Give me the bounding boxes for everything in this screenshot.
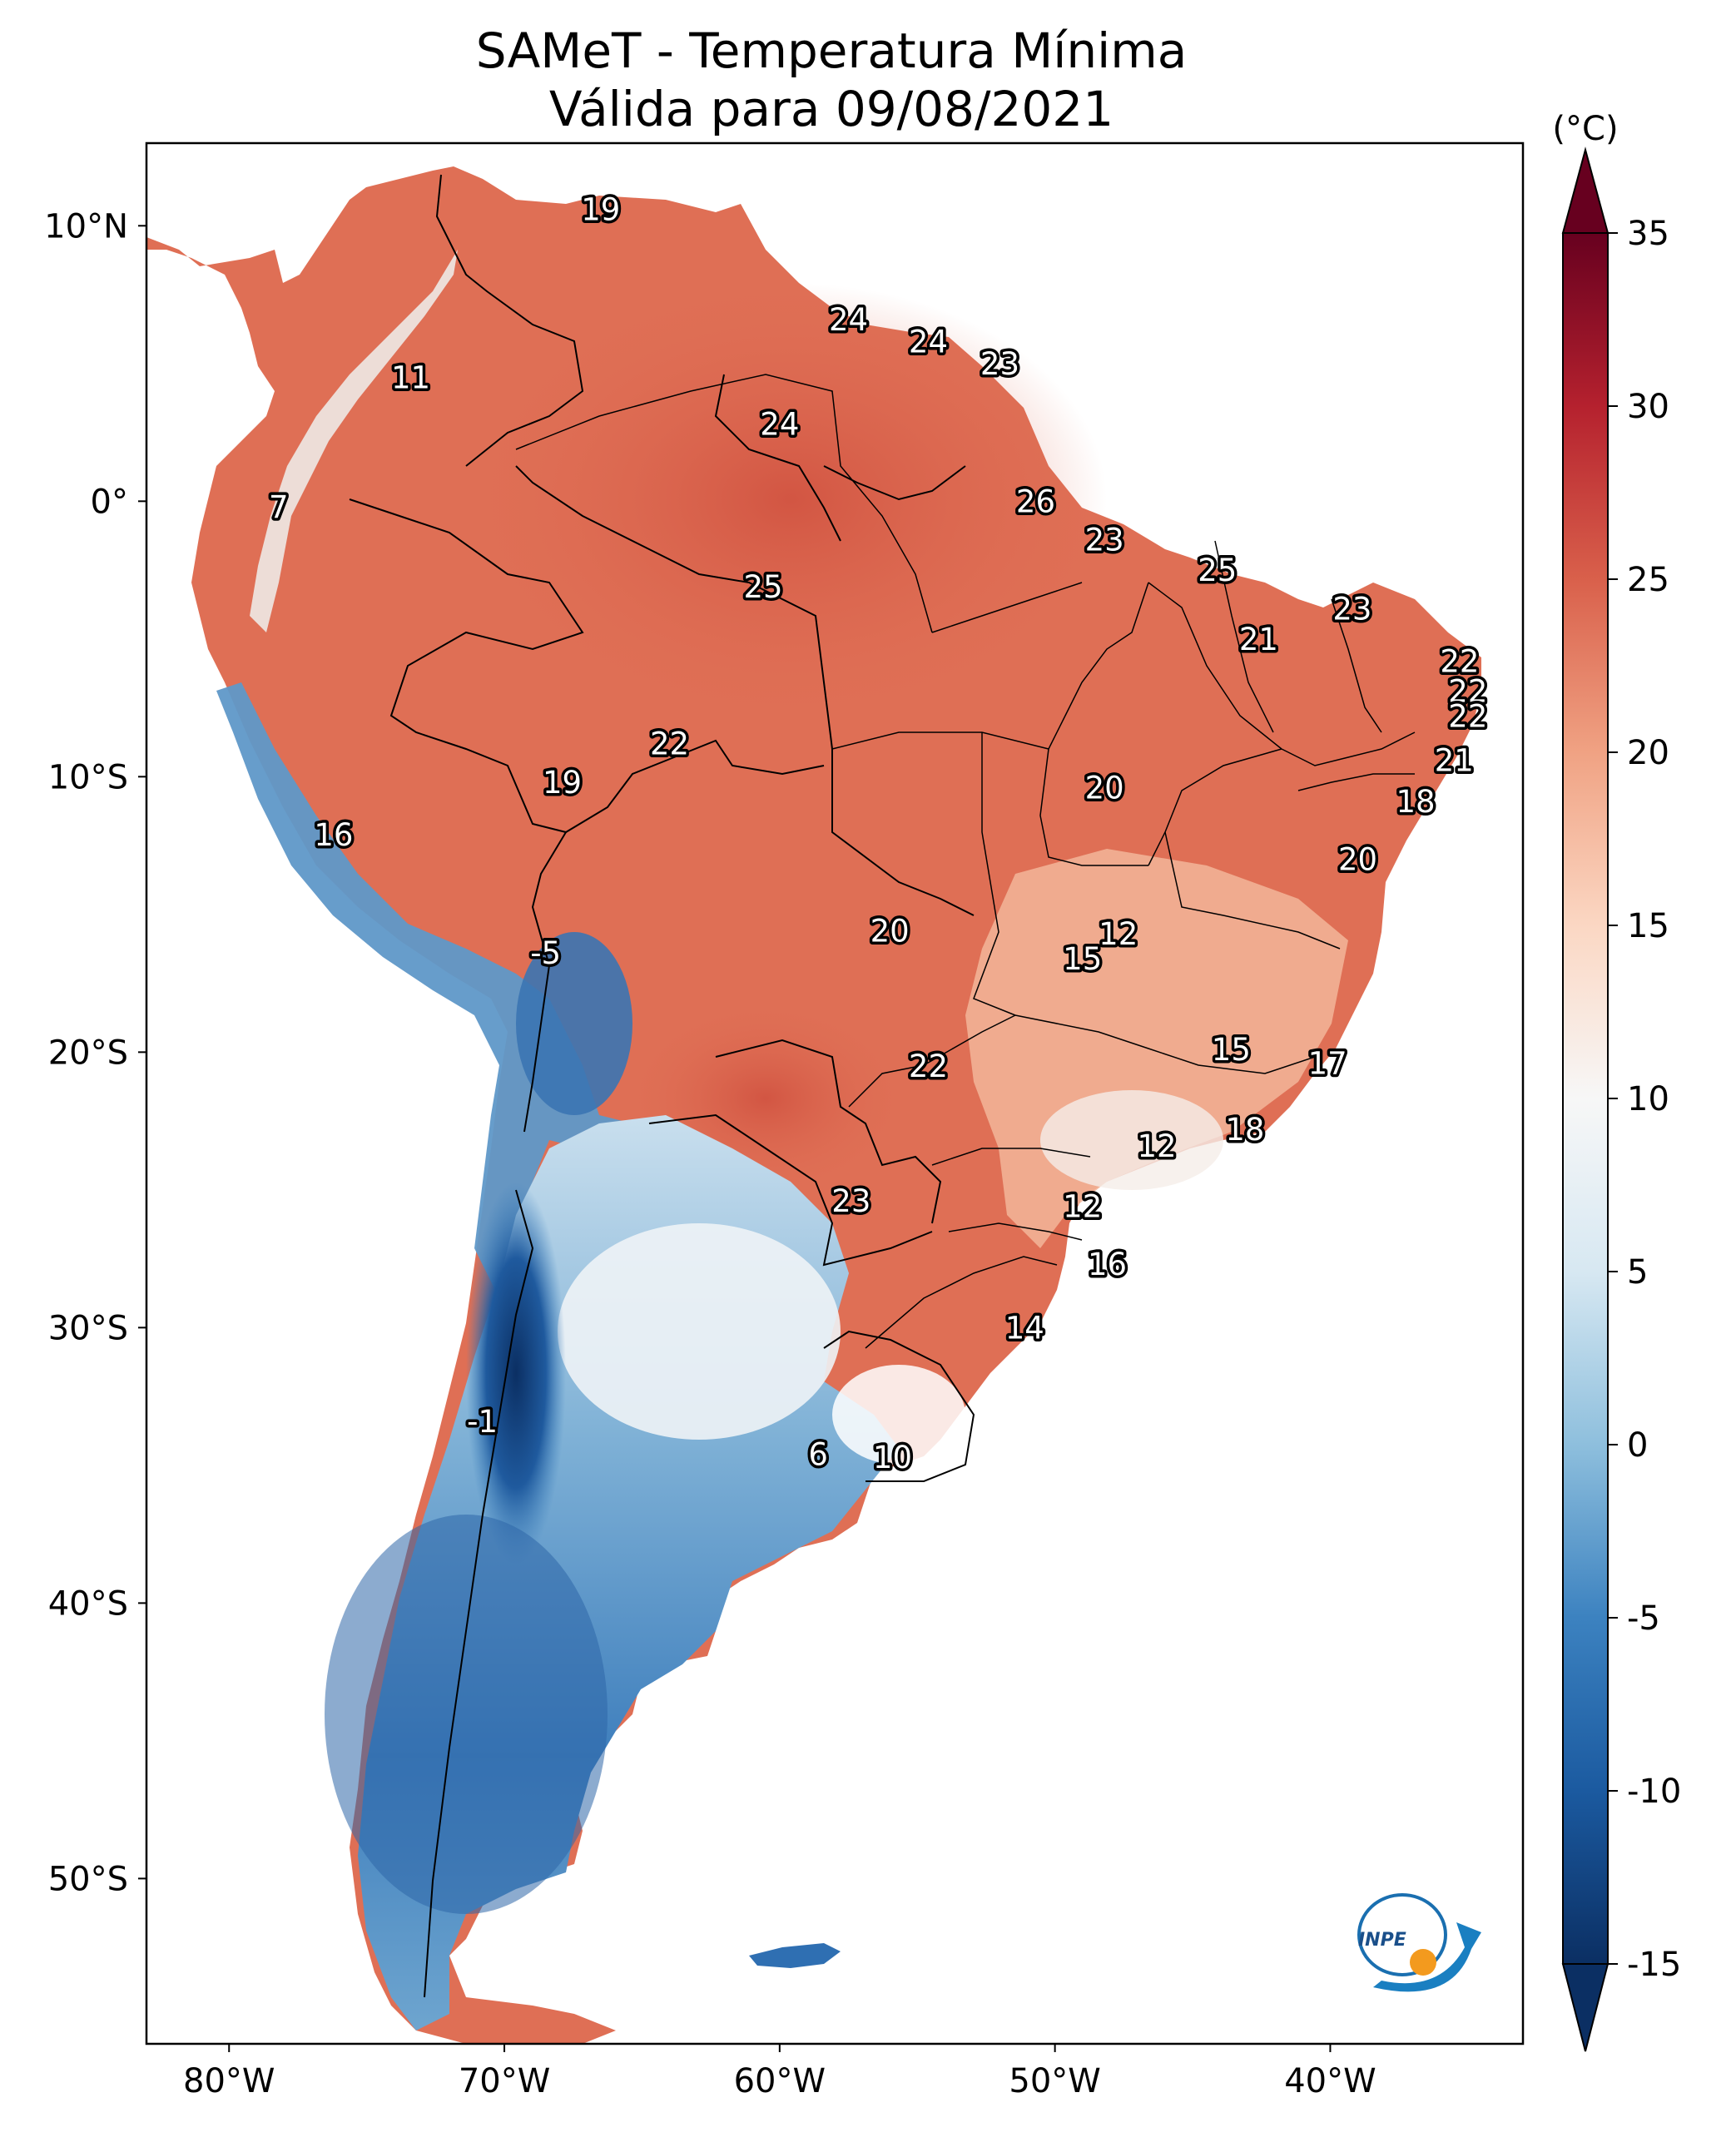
temperature-label: 23 xyxy=(980,346,1019,382)
colorbar-tick-label: 5 xyxy=(1627,1253,1648,1292)
central-andes-cold-band xyxy=(216,682,649,1298)
temperature-label: 18 xyxy=(1225,1112,1264,1148)
colorbar: (°C) 35 30 25 20 15 10 5 0 -5 -10 -15 xyxy=(1552,110,1681,2052)
temperature-label: 24 xyxy=(829,302,868,338)
lat-tick-label: 0° xyxy=(91,483,128,521)
colorbar-tick-label: 35 xyxy=(1627,215,1669,253)
temperature-label: -5 xyxy=(530,935,561,971)
temperature-label: 12 xyxy=(1137,1128,1176,1164)
temperature-field xyxy=(146,166,1481,2044)
altiplano-cold-spot xyxy=(516,932,632,1115)
north-andes-cool-strip xyxy=(250,250,458,632)
title-line-1: SAMeT - Temperatura Mínima xyxy=(475,22,1188,79)
logo-arrow-icon xyxy=(1373,1922,1481,1992)
pampas-white-area xyxy=(558,1223,841,1440)
uruguay-white-area xyxy=(832,1365,965,1465)
temperature-label: 6 xyxy=(808,1437,828,1473)
temperature-label: 16 xyxy=(314,817,353,853)
colorbar-ticks: 35 30 25 20 15 10 5 0 -5 -10 -15 xyxy=(1608,215,1681,1984)
colorbar-tick-label: 20 xyxy=(1627,734,1669,772)
temperature-label: 14 xyxy=(1005,1310,1044,1346)
longitude-axis: 80°W 70°W 60°W 50°W 40°W xyxy=(183,2044,1376,2100)
temperature-label: 22 xyxy=(1440,643,1479,679)
lat-tick-label: 10°S xyxy=(48,758,128,796)
temperature-label: 18 xyxy=(1396,784,1435,820)
lon-tick-label: 60°W xyxy=(734,2062,826,2100)
colorbar-tick-label: 10 xyxy=(1627,1080,1669,1118)
temperature-label: 10 xyxy=(873,1440,912,1475)
temperature-label: 22 xyxy=(909,1049,948,1084)
temperature-label: 12 xyxy=(1063,1189,1102,1225)
lat-tick-label: 20°S xyxy=(48,1034,128,1072)
temperature-label: 20 xyxy=(870,914,910,950)
colorbar-unit: (°C) xyxy=(1552,110,1618,148)
patagonia-cold-area xyxy=(325,1515,608,1914)
map-frame xyxy=(145,141,1525,2045)
temperature-label: 22 xyxy=(650,726,689,762)
lon-tick-label: 80°W xyxy=(183,2062,275,2100)
temperature-label: -1 xyxy=(467,1404,498,1440)
colorbar-tick-label: 25 xyxy=(1627,561,1669,599)
country-borders xyxy=(349,174,975,1998)
lon-tick-label: 40°W xyxy=(1284,2062,1376,2100)
temperature-label: 21 xyxy=(1435,742,1474,778)
temperature-label: 23 xyxy=(1085,523,1124,558)
map-title: SAMeT - Temperatura Mínima Válida para 0… xyxy=(145,22,1518,138)
temperature-label: 22 xyxy=(1448,674,1487,710)
falkland-islands xyxy=(749,1943,841,1968)
temperature-label: 23 xyxy=(831,1183,870,1219)
colorbar-gradient xyxy=(1562,232,1609,1965)
temperature-label: 15 xyxy=(1212,1032,1251,1068)
temperature-label: 21 xyxy=(1239,622,1278,657)
temperature-label: 19 xyxy=(543,765,582,801)
colorbar-tick-label: -15 xyxy=(1627,1946,1681,1984)
temperature-label: 22 xyxy=(1448,699,1487,735)
title-line-2: Válida para 09/08/2021 xyxy=(548,81,1114,137)
temperature-label: 24 xyxy=(909,324,948,359)
temperature-label: 19 xyxy=(581,191,620,227)
temperature-label: 24 xyxy=(760,407,799,443)
temperature-label: 16 xyxy=(1088,1247,1127,1282)
colorbar-tick-label: 30 xyxy=(1627,388,1669,426)
lat-tick-label: 30°S xyxy=(48,1309,128,1347)
colorbar-max-extension xyxy=(1561,146,1610,234)
temperature-label: 26 xyxy=(1016,483,1055,519)
logo-ring-icon xyxy=(1357,1893,1447,1976)
latitude-axis: 10°N 0° 10°S 20°S 30°S 40°S 50°S xyxy=(44,207,146,1898)
sao-paulo-cool-spot xyxy=(1040,1090,1223,1190)
lat-tick-label: 40°S xyxy=(48,1584,128,1623)
colorbar-min-extension xyxy=(1561,1963,1610,2052)
temperature-label: 25 xyxy=(1198,553,1237,588)
colorbar-tick-label: -5 xyxy=(1627,1599,1660,1638)
temperature-label: 11 xyxy=(391,359,430,395)
temperature-label: 20 xyxy=(1338,842,1377,878)
temperature-label: 17 xyxy=(1308,1046,1347,1082)
lon-tick-label: 70°W xyxy=(459,2062,550,2100)
temperature-label: 7 xyxy=(269,489,289,525)
lon-tick-label: 50°W xyxy=(1009,2062,1100,2100)
colorbar-tick-label: -10 xyxy=(1627,1773,1681,1811)
lat-tick-label: 10°N xyxy=(44,207,128,245)
logo-orange-dot-icon xyxy=(1410,1949,1436,1976)
amazon-warm-core xyxy=(474,283,1107,716)
temperature-label: 25 xyxy=(743,569,782,605)
temperature-label: 20 xyxy=(1085,771,1124,806)
temperature-label: 15 xyxy=(1063,941,1102,977)
colorbar-tick-label: 15 xyxy=(1627,907,1669,945)
colorbar-tick-label: 0 xyxy=(1627,1426,1648,1465)
state-borders xyxy=(515,374,1416,1349)
temperature-label: 12 xyxy=(1099,916,1138,952)
lat-tick-label: 50°S xyxy=(48,1860,128,1898)
logo-text: INPE xyxy=(1358,1930,1406,1951)
temperature-label: 23 xyxy=(1332,591,1371,627)
chile-andes-cold-core xyxy=(466,1182,566,1564)
inpe-logo: INPE xyxy=(1357,1893,1481,1992)
